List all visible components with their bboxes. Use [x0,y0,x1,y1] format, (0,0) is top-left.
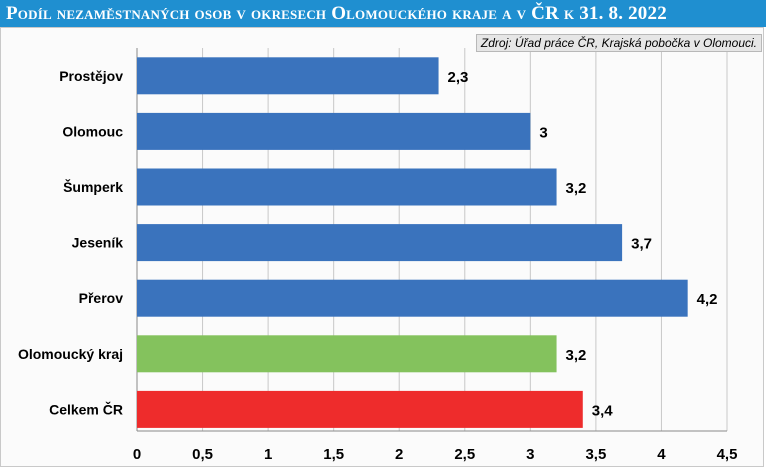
bar-3 [137,224,623,262]
category-label-5: Olomoucký kraj [18,346,123,362]
x-tick-label-7: 3,5 [585,446,606,463]
data-label-2: 3,2 [566,180,587,197]
category-label-6: Celkem ČR [49,400,123,417]
x-tick-label-9: 4,5 [717,446,738,463]
x-tick-label-6: 3 [526,446,534,463]
bar-6 [137,390,583,428]
x-tick-label-3: 1,5 [323,446,344,463]
x-tick-label-2: 1 [264,446,272,463]
x-tick-label-0: 0 [133,446,141,463]
bar-4 [137,279,688,317]
chart-title: Podíl nezaměstnaných osob v okresech Olo… [6,2,667,24]
data-label-5: 3,2 [566,347,587,364]
x-tick-label-8: 4 [657,446,666,463]
x-tick-label-5: 2,5 [454,446,475,463]
bar-0 [137,57,439,95]
data-label-6: 3,4 [592,402,614,419]
bar-2 [137,168,557,206]
data-label-1: 3 [539,124,547,141]
bar-1 [137,112,531,150]
category-label-1: Olomouc [62,123,123,139]
data-label-3: 3,7 [631,236,652,253]
category-label-4: Přerov [79,290,124,306]
category-label-3: Jeseník [72,235,124,251]
category-label-2: Šumperk [63,178,123,195]
chart-header: Podíl nezaměstnaných osob v okresech Olo… [0,0,766,27]
x-tick-label-1: 0,5 [192,446,213,463]
data-label-4: 4,2 [697,291,718,308]
bar-5 [137,335,557,373]
category-label-0: Prostějov [59,68,123,84]
source-note: Zdroj: Úřad práce ČR, Krajská pobočka v … [475,34,762,52]
x-tick-label-4: 2 [395,446,403,463]
data-label-0: 2,3 [448,69,469,86]
